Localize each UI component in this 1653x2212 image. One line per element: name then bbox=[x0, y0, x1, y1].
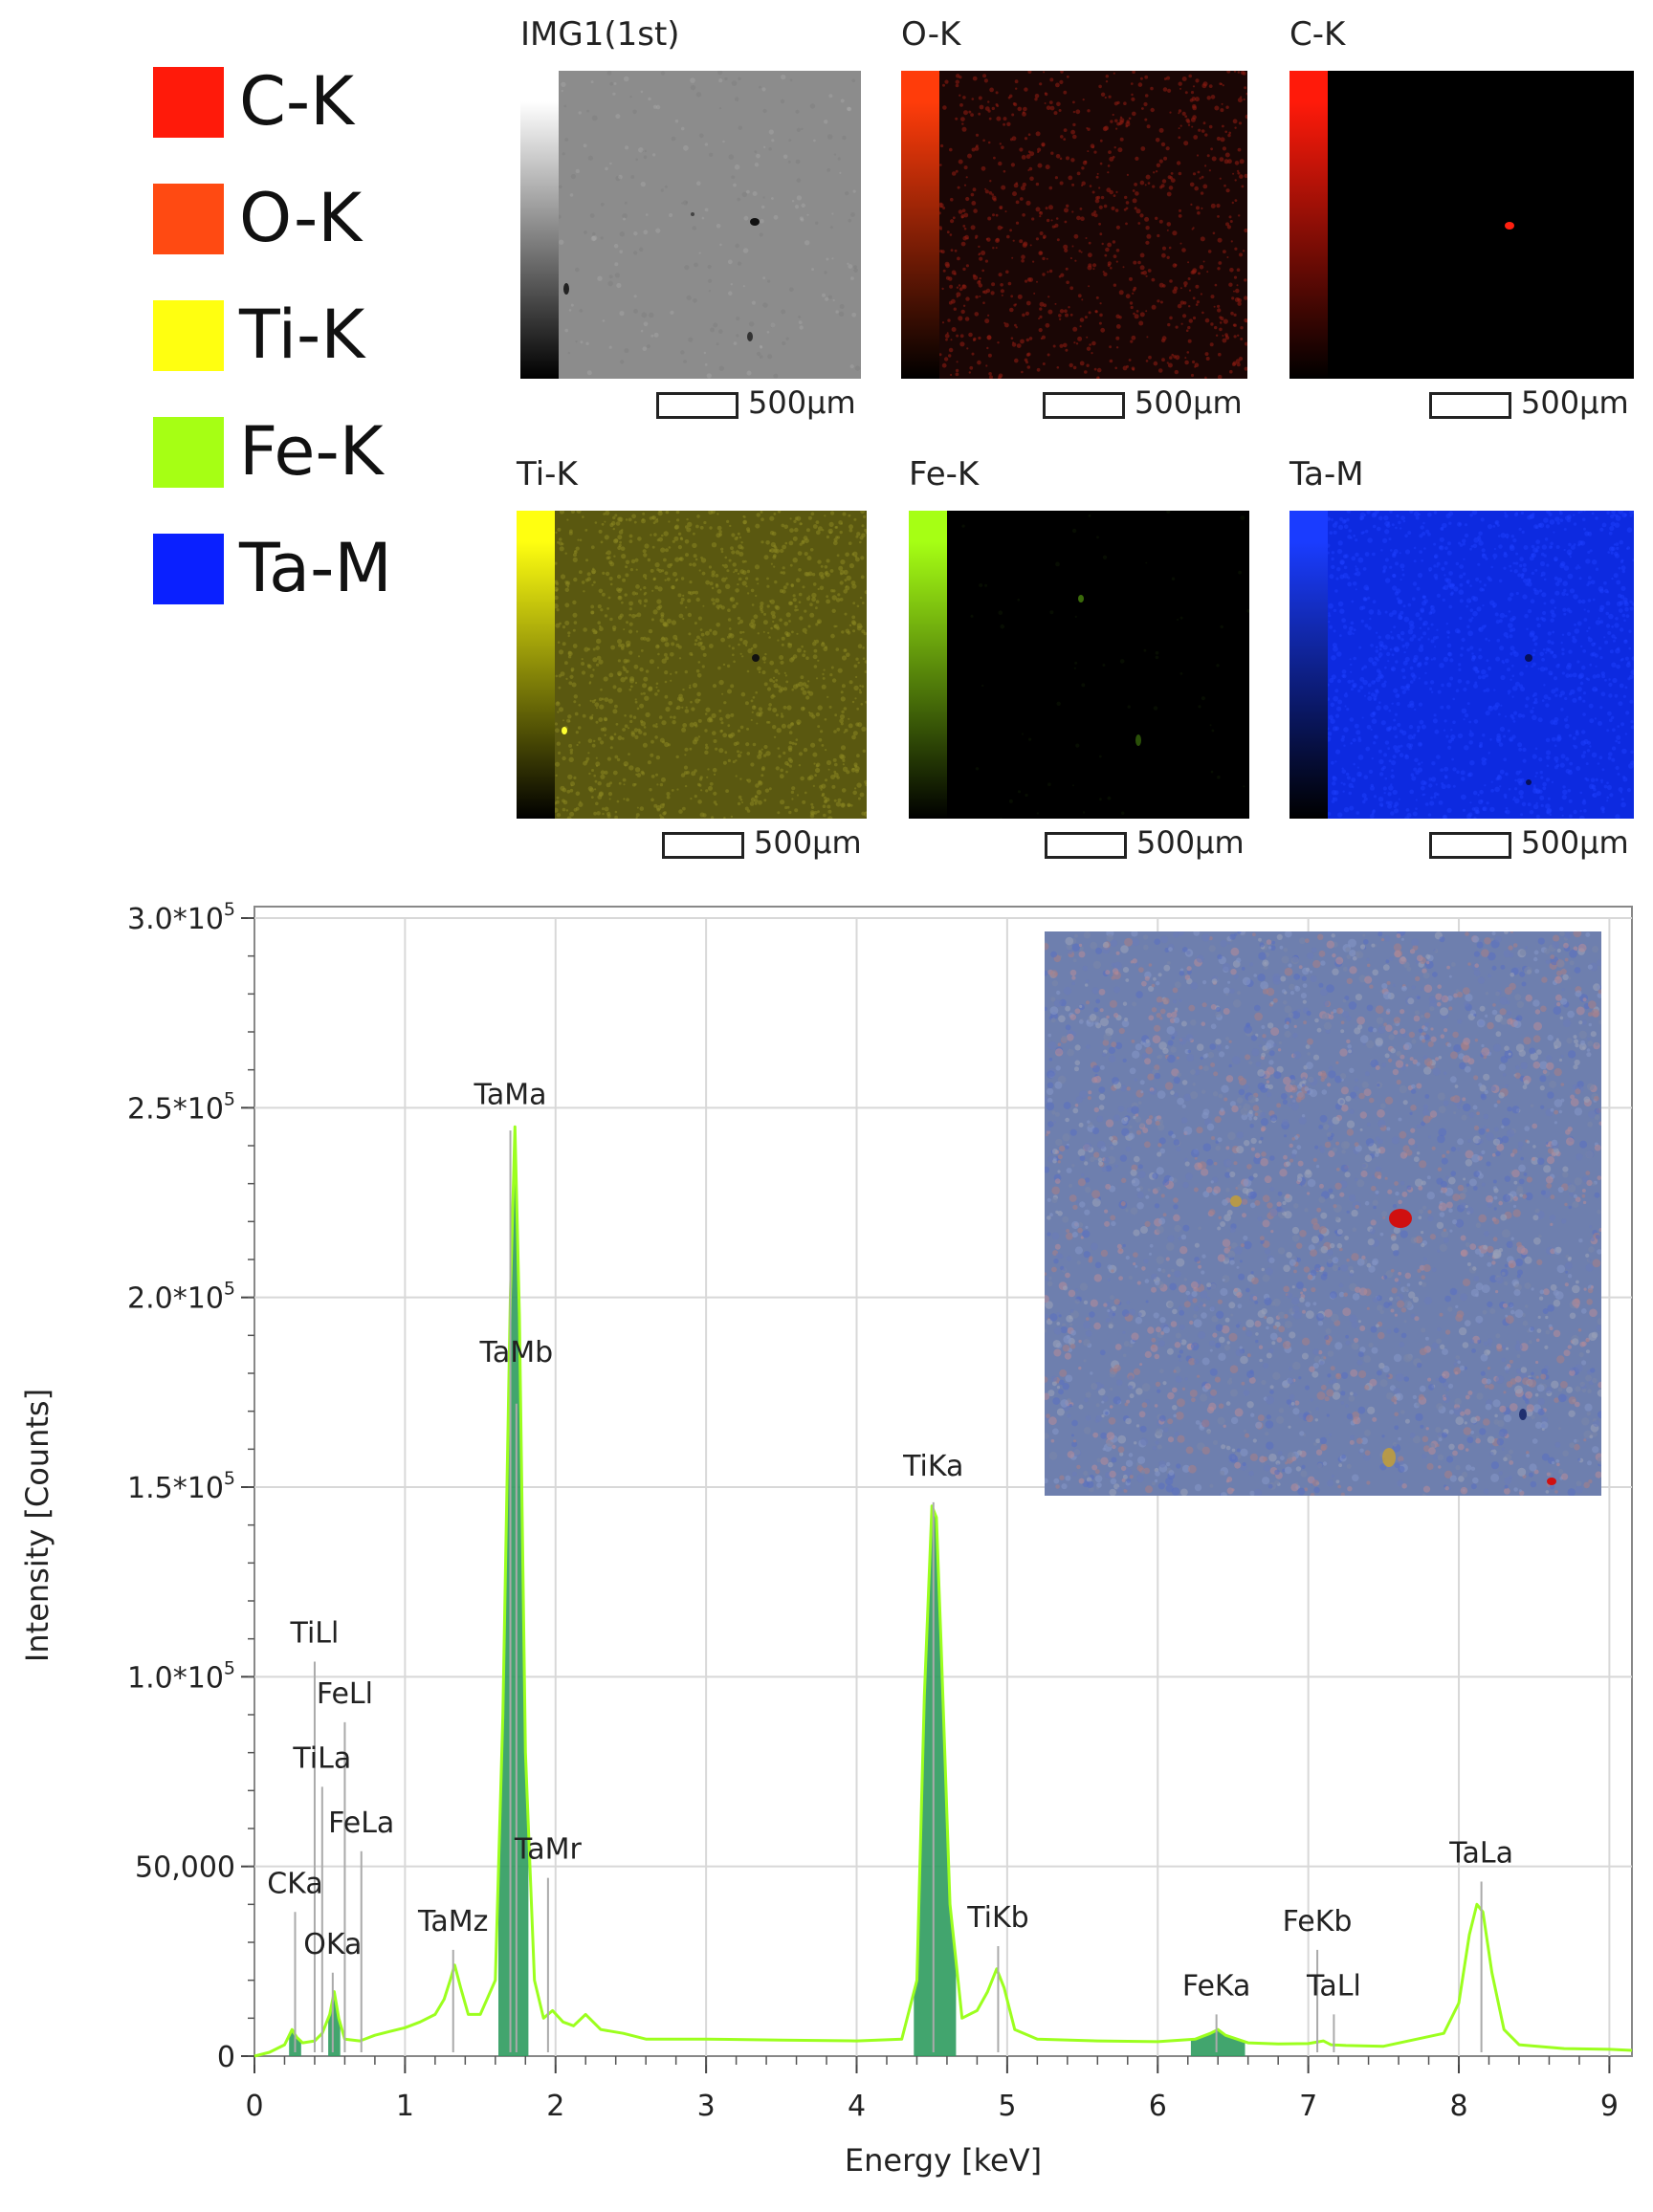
peak-label: TiLa bbox=[292, 1741, 351, 1775]
element-map-image bbox=[555, 511, 867, 819]
element-map-panel: Ti-K 500µm bbox=[517, 455, 867, 861]
map-title: Ta-M bbox=[1289, 455, 1364, 493]
x-tick-label: 6 bbox=[1149, 2090, 1167, 2123]
peak-label: FeKa bbox=[1182, 1969, 1251, 2003]
legend-label: O-K bbox=[239, 179, 363, 257]
peak-label: TaMz bbox=[417, 1905, 488, 1938]
overlay-map-inset bbox=[1045, 931, 1601, 1496]
peak-label: FeKb bbox=[1283, 1905, 1353, 1938]
peak-label: FeLl bbox=[317, 1677, 373, 1711]
legend-swatch bbox=[153, 534, 224, 604]
legend-label: Ti-K bbox=[239, 296, 365, 374]
y-tick-label: 0 bbox=[217, 2041, 235, 2074]
element-map-image bbox=[1328, 71, 1634, 379]
y-tick-label: 2.5*105 bbox=[127, 1088, 235, 1126]
map-title: Ti-K bbox=[517, 455, 578, 493]
x-axis-label: Energy [keV] bbox=[845, 2142, 1042, 2179]
y-tick-label: 1.5*105 bbox=[127, 1468, 235, 1505]
carbon-inclusion bbox=[1389, 1209, 1412, 1228]
peak-label: TaMa bbox=[474, 1078, 547, 1111]
legend-swatch bbox=[153, 184, 224, 254]
element-map-panel: Ta-M 500µm bbox=[1289, 455, 1634, 861]
legend-item: O-K bbox=[153, 179, 440, 257]
y-tick-label: 50,000 bbox=[135, 1851, 235, 1885]
element-map-image bbox=[947, 511, 1249, 819]
peak-label: TaLl bbox=[1306, 1969, 1361, 2003]
scale-bar bbox=[1429, 832, 1511, 859]
map-title: O-K bbox=[901, 15, 961, 54]
legend-label: Fe-K bbox=[239, 412, 384, 491]
scale-bar bbox=[1429, 392, 1511, 419]
peak-label: TaMb bbox=[479, 1336, 554, 1369]
legend-item: Fe-K bbox=[153, 412, 440, 491]
spectrum-line bbox=[253, 1125, 1633, 2058]
colorbar bbox=[909, 511, 947, 819]
scale-bar-label: 500µm bbox=[1521, 824, 1629, 861]
scale-bar-label: 500µm bbox=[1135, 384, 1243, 421]
x-tick-label: 4 bbox=[848, 2090, 866, 2123]
map-title: IMG1(1st) bbox=[520, 15, 680, 54]
colorbar bbox=[517, 511, 555, 819]
scale-bar bbox=[1043, 392, 1125, 419]
legend-swatch bbox=[153, 300, 224, 371]
x-tick-label: 0 bbox=[245, 2090, 263, 2123]
scale-bar bbox=[662, 832, 744, 859]
x-tick-label: 1 bbox=[396, 2090, 414, 2123]
peak-label: TiLl bbox=[290, 1617, 340, 1651]
y-tick-label: 3.0*105 bbox=[127, 899, 235, 936]
legend-item: Ti-K bbox=[153, 296, 440, 374]
x-tick-label: 2 bbox=[546, 2090, 564, 2123]
element-map-panel: Fe-K 500µm bbox=[909, 455, 1249, 861]
y-tick-label: 1.0*105 bbox=[127, 1657, 235, 1695]
overlay-map-image bbox=[1045, 931, 1601, 1496]
legend-swatch bbox=[153, 417, 224, 488]
scale-bar-label: 500µm bbox=[1521, 384, 1629, 421]
x-tick-label: 9 bbox=[1600, 2090, 1619, 2123]
scale-bar-label: 500µm bbox=[748, 384, 856, 421]
colorbar bbox=[1289, 71, 1328, 379]
peak-label: OKa bbox=[303, 1928, 362, 1961]
peak-fill-region bbox=[498, 1127, 529, 2056]
peak-label: FeLa bbox=[328, 1807, 394, 1840]
legend-swatch bbox=[153, 67, 224, 138]
peak-label: TaLa bbox=[1448, 1837, 1513, 1871]
scale-bar-label: 500µm bbox=[754, 824, 862, 861]
element-map-panel: O-K 500µm bbox=[901, 15, 1247, 421]
element-map-image bbox=[939, 71, 1247, 379]
scale-bar-label: 500µm bbox=[1136, 824, 1245, 861]
peak-label: TiKb bbox=[966, 1901, 1028, 1935]
element-map-image bbox=[559, 71, 861, 379]
x-tick-label: 5 bbox=[998, 2090, 1016, 2123]
element-map-panel: IMG1(1st) 500µm bbox=[520, 15, 861, 421]
colorbar bbox=[901, 71, 939, 379]
x-tick-label: 7 bbox=[1299, 2090, 1317, 2123]
legend-item: Ta-M bbox=[153, 529, 440, 607]
peak-label: CKa bbox=[267, 1867, 322, 1900]
map-title: C-K bbox=[1289, 15, 1346, 54]
scale-bar bbox=[656, 392, 738, 419]
peak-label: TiKa bbox=[902, 1450, 963, 1483]
element-map-image bbox=[1328, 511, 1634, 819]
colorbar bbox=[1289, 511, 1328, 819]
x-tick-label: 3 bbox=[697, 2090, 716, 2123]
legend-label: Ta-M bbox=[239, 529, 392, 607]
legend-label: C-K bbox=[239, 62, 355, 141]
scale-bar bbox=[1045, 832, 1127, 859]
map-title: Fe-K bbox=[909, 455, 980, 493]
peak-label: TaMr bbox=[514, 1833, 583, 1867]
x-tick-label: 8 bbox=[1449, 2090, 1467, 2123]
y-tick-label: 2.0*105 bbox=[127, 1279, 235, 1316]
y-axis-label: Intensity [Counts] bbox=[19, 1389, 55, 1662]
colorbar bbox=[520, 71, 559, 379]
element-map-panel: C-K 500µm bbox=[1289, 15, 1634, 421]
legend-item: C-K bbox=[153, 62, 440, 141]
peak-fill-region bbox=[914, 1505, 957, 2056]
